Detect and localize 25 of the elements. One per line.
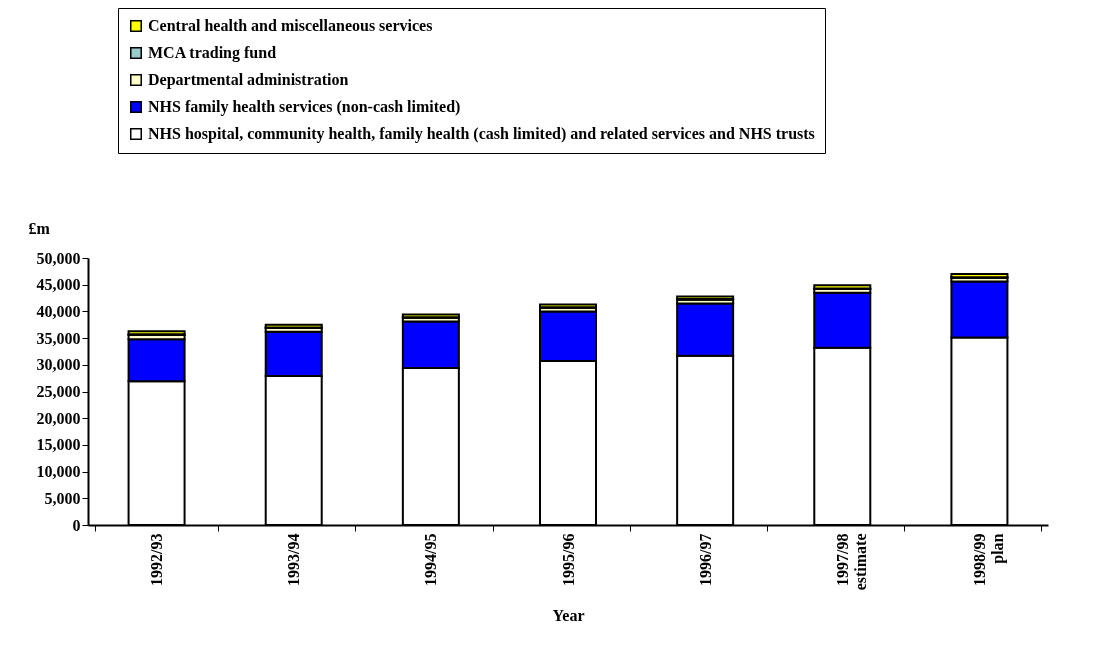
y-tick-label: 35,000 [36, 329, 81, 347]
x-tick-label: 1995/96 [559, 533, 577, 586]
legend-label: NHS family health services (non-cash limited) [148, 98, 461, 116]
y-tick-label: 10,000 [36, 463, 81, 481]
y-tick-label: 50,000 [36, 249, 81, 267]
x-tick-label: 1997/98 estimate [833, 533, 869, 591]
y-tick-label: 25,000 [36, 383, 81, 400]
x-tick-label: 1998/99 plan [970, 533, 1007, 586]
y-axis-title: £m [28, 219, 51, 237]
legend-label: NHS hospital, community health, family health (cash limited) and related services and NHS trusts [148, 125, 815, 143]
x-tick-label: 1993/94 [285, 533, 303, 586]
y-tick-label: 0 [72, 516, 81, 534]
y-tick-label: 15,000 [36, 436, 81, 454]
y-tick-label: 20,000 [36, 409, 81, 427]
x-tick-label: 1994/95 [422, 533, 440, 586]
y-tick-label: 30,000 [36, 356, 81, 374]
y-tick-label: 40,000 [36, 302, 81, 320]
x-tick-label: 1992/93 [148, 533, 166, 586]
legend-label: Departmental administration [148, 71, 349, 89]
x-tick-label: 1996/97 [696, 533, 714, 586]
legend-label: Central health and miscellaneous services [148, 17, 433, 34]
y-tick-label: 5,000 [44, 489, 81, 507]
y-tick-label: 45,000 [36, 276, 81, 294]
legend-label: MCA trading fund [148, 44, 277, 62]
x-axis-title: Year [552, 607, 585, 625]
